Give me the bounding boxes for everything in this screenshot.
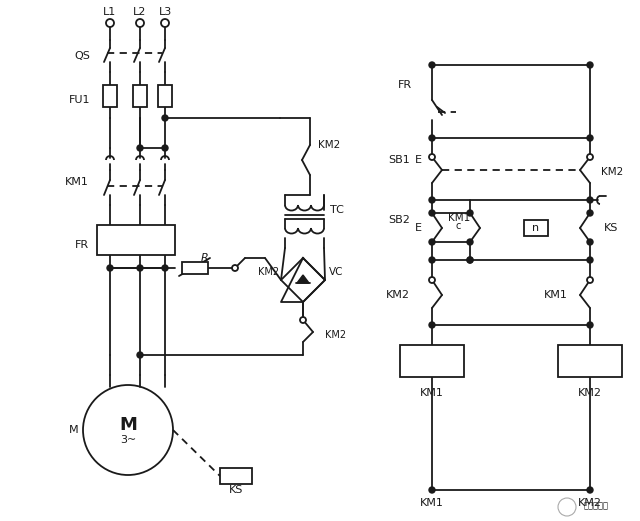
- Bar: [558, 345, 622, 377]
- Text: SB1: SB1: [388, 155, 410, 165]
- Text: KM1: KM1: [65, 177, 89, 187]
- Circle shape: [587, 239, 593, 245]
- Text: KM2: KM2: [318, 140, 340, 150]
- Text: KM2: KM2: [325, 330, 346, 340]
- Circle shape: [136, 19, 144, 27]
- Text: KM1: KM1: [448, 213, 470, 223]
- Text: KM1: KM1: [544, 290, 568, 300]
- Circle shape: [429, 154, 435, 160]
- Text: FR: FR: [398, 80, 412, 90]
- Circle shape: [161, 19, 169, 27]
- Text: VC: VC: [329, 267, 344, 277]
- Text: L1: L1: [104, 7, 116, 17]
- Text: n: n: [532, 223, 540, 233]
- Text: 3~: 3~: [120, 435, 136, 445]
- Text: KM2: KM2: [578, 388, 602, 398]
- Circle shape: [83, 385, 173, 475]
- Circle shape: [467, 257, 473, 263]
- Circle shape: [162, 145, 168, 151]
- Bar: [182, 262, 208, 274]
- Text: TC: TC: [330, 205, 344, 215]
- Circle shape: [587, 197, 593, 203]
- Circle shape: [587, 62, 593, 68]
- Bar: [524, 220, 548, 236]
- Circle shape: [137, 145, 143, 151]
- Circle shape: [429, 487, 435, 493]
- Text: R: R: [201, 253, 209, 263]
- Circle shape: [467, 257, 473, 263]
- Text: KM2: KM2: [578, 498, 602, 508]
- Circle shape: [429, 210, 435, 216]
- Text: KS: KS: [229, 485, 243, 495]
- Circle shape: [587, 210, 593, 216]
- Text: KM1: KM1: [420, 498, 444, 508]
- Circle shape: [429, 277, 435, 283]
- Text: KS: KS: [604, 223, 618, 233]
- Text: L2: L2: [133, 7, 147, 17]
- Circle shape: [162, 115, 168, 121]
- Bar: [103, 85, 117, 107]
- Text: E: E: [415, 155, 422, 165]
- Circle shape: [137, 352, 143, 358]
- Text: KM1: KM1: [420, 388, 444, 398]
- Circle shape: [429, 135, 435, 141]
- Text: SB2: SB2: [388, 215, 410, 225]
- Bar: [220, 468, 252, 484]
- Circle shape: [429, 257, 435, 263]
- Bar: [133, 85, 147, 107]
- Circle shape: [587, 277, 593, 283]
- Circle shape: [467, 239, 473, 245]
- Text: M: M: [68, 425, 78, 435]
- Text: 电子技术控: 电子技术控: [584, 502, 609, 511]
- Circle shape: [587, 135, 593, 141]
- Text: QS: QS: [74, 51, 90, 61]
- Text: c: c: [456, 221, 461, 231]
- Circle shape: [162, 265, 168, 271]
- Circle shape: [107, 265, 113, 271]
- Text: FU1: FU1: [68, 95, 90, 105]
- Circle shape: [587, 322, 593, 328]
- Circle shape: [587, 487, 593, 493]
- Bar: [400, 345, 464, 377]
- Bar: [158, 85, 172, 107]
- Polygon shape: [297, 275, 309, 283]
- Text: KM2: KM2: [601, 167, 623, 177]
- Text: E: E: [415, 223, 422, 233]
- Bar: [97, 225, 175, 255]
- Text: M: M: [119, 416, 137, 434]
- Circle shape: [467, 210, 473, 216]
- Circle shape: [106, 19, 114, 27]
- Circle shape: [587, 154, 593, 160]
- Circle shape: [137, 265, 143, 271]
- Text: KM2: KM2: [386, 290, 410, 300]
- Circle shape: [300, 317, 306, 323]
- Circle shape: [232, 265, 238, 271]
- Circle shape: [429, 322, 435, 328]
- Text: FR: FR: [75, 240, 89, 250]
- Circle shape: [558, 498, 576, 516]
- Circle shape: [429, 62, 435, 68]
- Circle shape: [429, 239, 435, 245]
- Circle shape: [587, 257, 593, 263]
- Text: KM2: KM2: [258, 267, 279, 277]
- Circle shape: [429, 197, 435, 203]
- Text: L3: L3: [158, 7, 172, 17]
